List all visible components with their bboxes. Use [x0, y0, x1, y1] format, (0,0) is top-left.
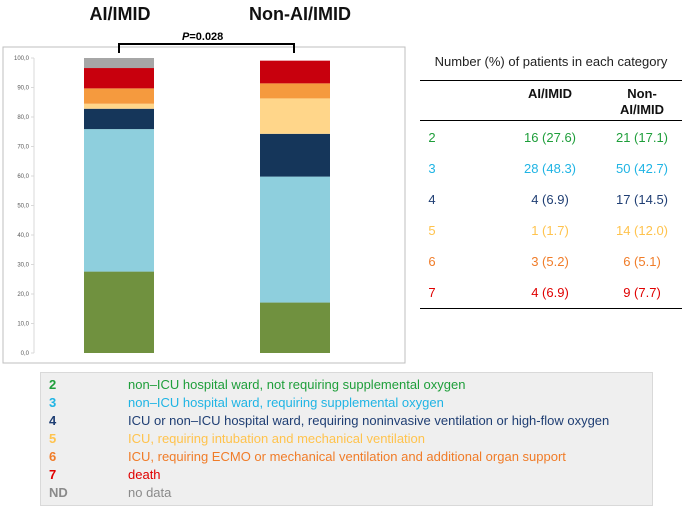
y-tick-label: 60,0 — [17, 174, 29, 180]
y-tick-label: 80,0 — [17, 115, 29, 121]
legend-code: 7 — [49, 467, 57, 482]
y-tick-label: 100,0 — [14, 56, 30, 62]
legend-code: 3 — [49, 395, 57, 410]
table-cell-ai: 16 (27.6) — [523, 130, 577, 145]
legend-text: ICU or non–ICU hospital ward, requiring … — [128, 413, 610, 428]
table-cell-category: 3 — [428, 161, 436, 176]
bar-segment-ai-nd — [84, 58, 154, 69]
legend-text: ICU, requiring ECMO or mechanical ventil… — [128, 449, 566, 464]
legend-text: non–ICU hospital ward, requiring supplem… — [128, 395, 444, 410]
y-tick-label: 40,0 — [17, 233, 29, 239]
bar-segment-ai-2 — [84, 271, 154, 353]
table-cell-ai: 3 (5.2) — [531, 254, 569, 269]
table-cell-non-ai: 50 (42.7) — [615, 161, 669, 176]
table-cell-non-ai: 21 (17.1) — [615, 130, 669, 145]
legend-code: ND — [49, 485, 68, 500]
table-cell-category: 2 — [428, 130, 436, 145]
y-tick-label: 70,0 — [17, 145, 29, 151]
table-header-rule — [420, 120, 682, 121]
table-title: Number (%) of patients in each category — [434, 54, 668, 69]
table-cell-non-ai: 6 (5.1) — [623, 254, 661, 269]
legend-text: non–ICU hospital ward, not requiring sup… — [128, 377, 466, 392]
table-cell-category: 6 — [428, 254, 436, 269]
y-tick-label: 0,0 — [21, 351, 30, 357]
table-cell-ai: 4 (6.9) — [531, 192, 569, 207]
bar-segment-ai-7 — [84, 68, 154, 89]
legend-text: death — [128, 467, 161, 482]
table-cell-non-ai: 14 (12.0) — [615, 223, 669, 238]
y-tick-label: 50,0 — [17, 204, 29, 210]
table-cell-category: 5 — [428, 223, 436, 238]
stacked-bar-chart: 0,0 10,0 20,0 30,0 40,0 50,0 60,0 70,0 80,0 90,0 1… — [2, 31, 406, 364]
legend-code: 2 — [49, 377, 57, 392]
bar-segment-non-ai-3 — [260, 176, 330, 303]
bar-segment-non-ai-7 — [260, 60, 330, 84]
bar-segment-non-ai-2 — [260, 302, 330, 353]
bar-segment-ai-6 — [84, 88, 154, 104]
bar-segment-non-ai-6 — [260, 83, 330, 99]
group-title-non-ai: Non-AI/IMID — [249, 4, 351, 24]
legend-code: 5 — [49, 431, 57, 446]
table-cell-ai: 4 (6.9) — [531, 285, 569, 300]
significance-bracket — [118, 43, 295, 53]
table-cell-ai: 1 (1.7) — [531, 223, 569, 238]
legend-box: 2 non–ICU hospital ward, not requiring su… — [40, 372, 653, 506]
y-tick-label: 20,0 — [17, 292, 29, 298]
table-cell-category: 7 — [428, 285, 436, 300]
legend-text: ICU, requiring intubation and mechanical… — [128, 431, 426, 446]
pvalue-label: P=0.028 — [182, 31, 223, 43]
table-cell-non-ai: 9 (7.7) — [623, 285, 661, 300]
group-title-ai: AI/IMID — [89, 4, 151, 24]
table-header-non-ai-line2: AI/IMID — [619, 102, 665, 117]
bar-segment-ai-3 — [84, 129, 154, 272]
legend-text: no data — [128, 485, 172, 500]
table-cell-ai: 28 (48.3) — [523, 161, 577, 176]
table-cell-non-ai: 17 (14.5) — [615, 192, 669, 207]
plot-area-border — [2, 46, 406, 364]
bar-segment-ai-4 — [84, 108, 154, 130]
table-header-ai: AI/IMID — [527, 86, 573, 101]
bar-segment-non-ai-4 — [260, 133, 330, 177]
y-tick-label: 10,0 — [17, 322, 29, 328]
bar-segment-ai-5 — [84, 103, 154, 109]
y-tick-label: 30,0 — [17, 263, 29, 269]
legend-code: 4 — [49, 413, 57, 428]
table-header-non-ai-line1: Non- — [627, 86, 657, 101]
bar-segment-non-ai-5 — [260, 98, 330, 134]
table-cell-category: 4 — [428, 192, 436, 207]
table-bottom-rule — [420, 308, 682, 309]
y-tick-label: 90,0 — [17, 86, 29, 92]
legend-code: 6 — [49, 449, 57, 464]
table-top-rule — [420, 80, 682, 81]
